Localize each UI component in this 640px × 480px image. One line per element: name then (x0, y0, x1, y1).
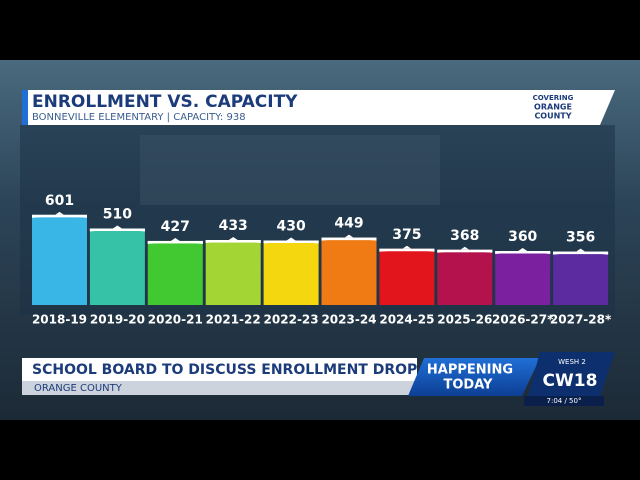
value-label: 368 (450, 228, 479, 244)
bar (495, 251, 551, 305)
happening-tag (408, 358, 540, 396)
station-logo-bg (528, 352, 615, 396)
value-label: 356 (566, 230, 595, 246)
bar (205, 240, 261, 305)
title-accent (22, 90, 28, 125)
chart-subtitle: BONNEVILLE ELEMENTARY | CAPACITY: 938 (32, 112, 246, 123)
bar-cap-line (495, 251, 551, 254)
bar-cap-line (321, 237, 377, 241)
bar-cap-line (379, 248, 435, 252)
title-banner (22, 90, 615, 125)
x-tick-label: 2024-25 (379, 313, 434, 327)
time-temp: 7:04 / 50° (547, 397, 582, 405)
station-logo: CW18 (543, 371, 598, 391)
bar-cap-line (89, 228, 145, 231)
value-label: 601 (45, 193, 74, 209)
bar-cap-line (32, 214, 87, 218)
bar (379, 248, 435, 305)
value-label: 427 (161, 219, 190, 235)
bar (437, 249, 493, 305)
bar (321, 237, 377, 305)
bar (263, 240, 319, 305)
bar-cap-line (437, 249, 493, 253)
bar (553, 251, 609, 305)
value-label: 510 (103, 207, 132, 223)
bar (89, 228, 145, 305)
station-sub: WESH 2 (558, 358, 586, 366)
bar-cap-line (263, 240, 319, 243)
bar-cap-line (147, 240, 203, 244)
x-tick-label: 2020-21 (148, 313, 203, 327)
brand-line: COUNTY (534, 112, 571, 121)
bar (32, 214, 87, 305)
value-label: 360 (508, 229, 537, 245)
x-tick-label: 2021-22 (206, 313, 261, 327)
time-bar (524, 396, 604, 406)
chart-title: ENROLLMENT VS. CAPACITY (32, 92, 298, 112)
value-label: 375 (392, 227, 421, 243)
tag-text: HAPPENING (427, 363, 513, 378)
x-tick-label: 2019-20 (90, 313, 145, 327)
location: ORANGE COUNTY (34, 383, 123, 394)
value-label: 430 (276, 219, 305, 235)
x-tick-label: 2027-28* (550, 313, 612, 327)
x-tick-label: 2018-19 (32, 313, 87, 327)
value-label: 449 (334, 216, 363, 232)
headline-bar (22, 358, 417, 381)
location-bar (22, 381, 417, 395)
bar (147, 240, 203, 305)
bar-cap-line (205, 240, 261, 243)
brand-line: ORANGE (534, 103, 572, 112)
x-tick-label: 2025-26 (437, 313, 492, 327)
x-tick-label: 2023-24 (321, 313, 376, 327)
brand-line: COVERING (533, 94, 574, 102)
value-label: 433 (219, 218, 248, 234)
bar-cap-line (553, 251, 609, 255)
x-tick-label: 2026-27* (492, 313, 554, 327)
tag-text: TODAY (444, 378, 494, 393)
bar-chart: 601 2018-19 510 2019-20 427 2020-21 433 2021-22… (32, 193, 612, 327)
x-tick-label: 2022-23 (264, 313, 319, 327)
headline: SCHOOL BOARD TO DISCUSS ENROLLMENT DROP (32, 362, 417, 378)
